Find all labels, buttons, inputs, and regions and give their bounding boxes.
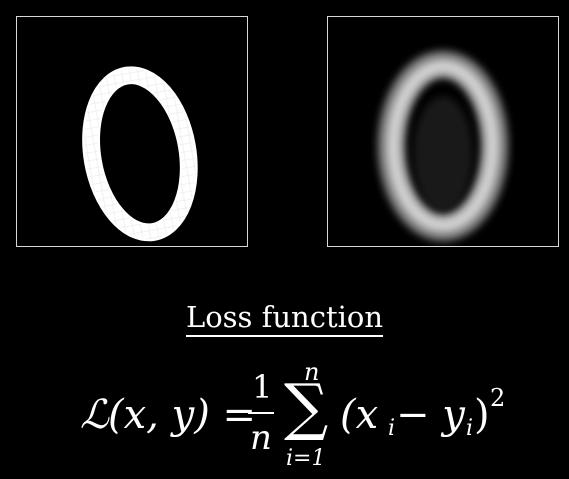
formula-exponent: 2 (490, 384, 506, 412)
formula-lhs-symbol: ℒ (80, 392, 109, 438)
formula-summand-minus: − y (396, 392, 465, 438)
digit-zero-original-icon (82, 66, 198, 242)
formula-lhs-args: (x, y) = (108, 392, 257, 438)
heading-text: Loss function (185, 301, 384, 337)
formula-fraction-bar (248, 412, 274, 414)
formula-sum-symbol: ∑ (284, 370, 329, 443)
original-image-panel (16, 16, 248, 247)
formula-summand-close: ) (474, 392, 490, 438)
formula-summand-open: (x (340, 392, 379, 438)
formula-sum-upper: n (304, 358, 320, 386)
reconstructed-image-panel (327, 16, 559, 247)
formula-sum-lower: i=1 (286, 446, 326, 471)
formula-fraction-numerator: 1 (252, 368, 273, 406)
formula-fraction-denominator: n (250, 418, 272, 458)
loss-function-heading: Loss function (0, 300, 569, 337)
digit-zero-reconstruction-icon (377, 50, 509, 242)
loss-formula: ℒ (x, y) = 1 n n ∑ i=1 (x i − y i ) 2 (0, 358, 569, 474)
formula-summand-sub2: i (466, 416, 474, 441)
formula-summand-sub1: i (388, 416, 396, 441)
